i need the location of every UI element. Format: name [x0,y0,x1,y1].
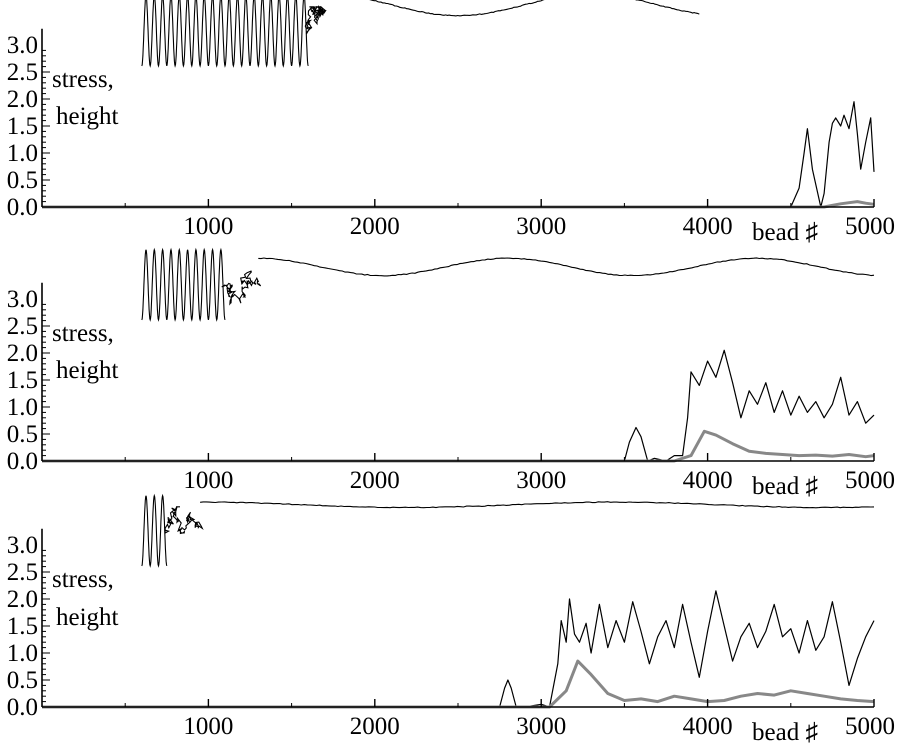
y-axis-label-line1: stress, [52,320,114,347]
x-tick-label: 4000 [683,713,733,740]
series-line-black [42,101,875,208]
series-line-black [42,590,875,708]
x-tick-label: 1000 [183,213,233,240]
y-tick-label: 0.0 [7,448,38,475]
x-tick-label: 5000 [845,467,895,494]
chain-profile [200,501,875,509]
y-tick-label: 2.0 [7,586,38,613]
chain-helix [141,247,226,322]
chain-tangle [164,506,204,535]
panel-2: 0.00.51.01.52.02.53.0 1000 2000 3000 4000 500… [7,247,895,500]
panel-1-marks [42,0,875,209]
y-axis-label-line2: height [56,103,119,130]
series-line-gray [42,429,875,463]
y-tick-label: 3.0 [7,32,38,59]
y-tick-label: 3.0 [7,286,38,313]
panel-2-axes: 0.00.51.01.52.02.53.0 1000 2000 3000 4000 500… [7,282,895,494]
chain-helix [141,0,309,68]
y-tick-label: 3.0 [7,532,38,559]
x-axis-label: bead ♯ [752,719,818,745]
series-line-gray [42,659,875,709]
x-tick-label: 1000 [183,467,233,494]
y-tick-label: 2.5 [7,59,38,86]
y-tick-label: 0.0 [7,694,38,721]
x-tick-label: 4000 [683,467,733,494]
x-axis-label: bead ♯ [752,473,818,500]
chain-profile [369,0,700,17]
x-tick-label: 3000 [516,467,566,494]
y-axis-label-line1: stress, [52,566,114,593]
chain-tangle [304,4,327,35]
x-tick-label: 1000 [183,713,233,740]
y-tick-label: 1.0 [7,640,38,667]
y-axis-label-line1: stress, [52,66,114,93]
series-line-black [42,349,875,462]
y-tick-label: 0.5 [7,421,38,448]
y-tick-label: 2.5 [7,313,38,340]
y-axis-label-line2: height [56,357,119,384]
x-tick-label: 3000 [516,213,566,240]
x-tick-label: 4000 [683,213,733,240]
y-tick-label: 0.5 [7,167,38,194]
y-tick-label: 1.5 [7,613,38,640]
panel-1: 0.00.51.01.52.02.53.0 1000 2000 3000 4000 500… [7,0,895,246]
y-tick-label: 1.0 [7,140,38,167]
y-tick-label: 0.0 [7,194,38,221]
y-tick-label: 1.5 [7,367,38,394]
y-tick-label: 1.5 [7,113,38,140]
x-tick-label: 3000 [516,713,566,740]
panel-1-axes: 0.00.51.01.52.02.53.0 1000 2000 3000 4000 500… [7,28,895,240]
chain-helix [141,493,168,568]
chain-profile [258,257,875,277]
y-axis-label-line2: height [56,604,119,631]
panel-3-marks [42,493,875,709]
panel-3-axes: 0.00.51.01.52.02.53.0 1000 2000 3000 4000 500… [7,528,895,740]
chain-tangle [221,270,262,306]
x-tick-label: 5000 [845,213,895,240]
x-tick-label: 2000 [350,467,400,494]
y-tick-label: 0.5 [7,667,38,694]
x-tick-label: 2000 [350,213,400,240]
panel-2-marks [42,247,875,463]
y-tick-label: 2.0 [7,340,38,367]
x-tick-label: 2000 [350,713,400,740]
y-tick-label: 2.5 [7,559,38,586]
y-tick-label: 1.0 [7,394,38,421]
panel-3: 0.00.51.01.52.02.53.0 1000 2000 3000 4000 500… [7,493,895,745]
x-axis-label: bead ♯ [752,219,818,246]
x-tick-label: 5000 [845,713,895,740]
y-tick-label: 2.0 [7,86,38,113]
